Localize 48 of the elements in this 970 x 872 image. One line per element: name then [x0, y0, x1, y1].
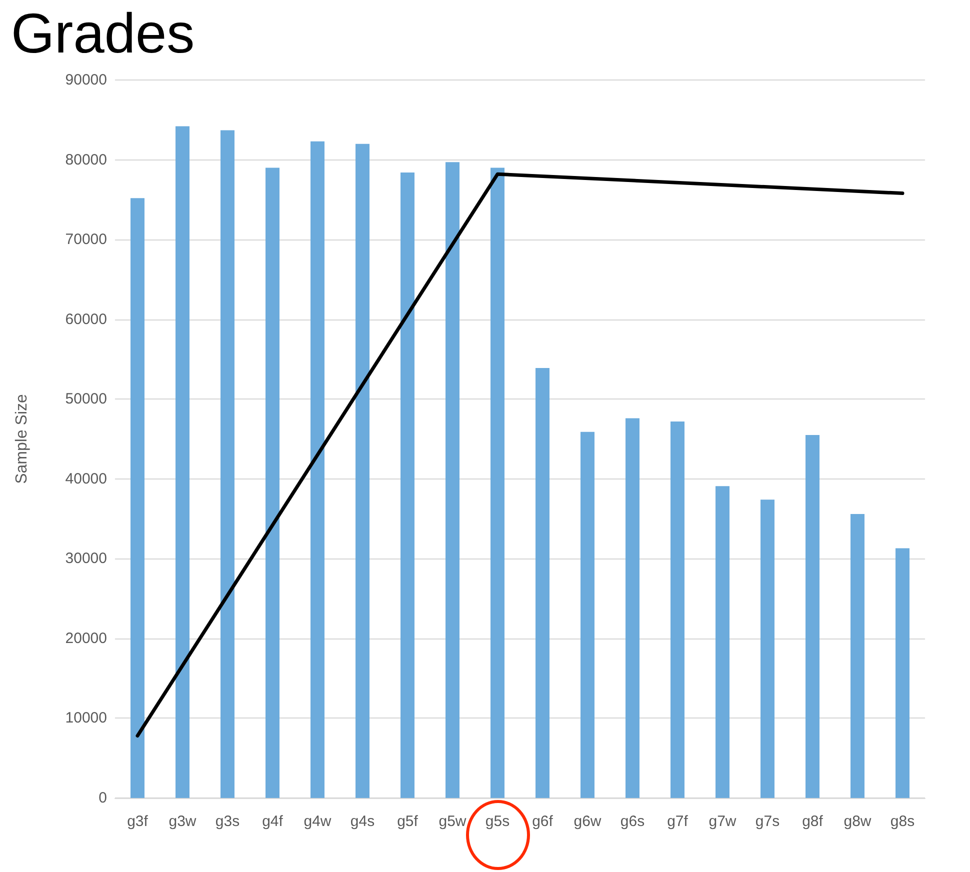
bar: [580, 432, 594, 798]
x-tick-label: g8f: [802, 813, 824, 830]
x-tick-label: g3w: [168, 813, 196, 830]
bar: [356, 144, 370, 798]
bar: [716, 486, 730, 798]
x-tick-label: g8w: [844, 813, 872, 830]
x-tick-label: g8s: [890, 813, 915, 830]
bar: [536, 368, 550, 798]
bar: [400, 172, 414, 798]
y-tick-label: 10000: [65, 710, 107, 727]
x-tick-label: g5w: [438, 813, 466, 830]
x-tick-label: g7w: [708, 813, 736, 830]
x-tick-label: g3s: [215, 813, 240, 830]
bar: [850, 514, 864, 798]
bar: [490, 168, 504, 798]
y-tick-label: 80000: [65, 151, 107, 168]
bar: [626, 418, 640, 798]
y-tick-label: 90000: [65, 72, 107, 88]
bar: [896, 548, 910, 798]
y-tick-label: 60000: [65, 310, 107, 328]
bar: [760, 500, 774, 798]
x-tick-label: g3f: [127, 813, 149, 830]
y-tick-label: 70000: [65, 231, 107, 248]
chart-title: Grades: [11, 2, 195, 64]
y-tick-label: 0: [98, 790, 107, 806]
y-tick-label: 20000: [65, 630, 107, 647]
x-tick-label: g4f: [262, 813, 284, 830]
y-tick-label: 40000: [65, 470, 107, 488]
x-tick-label: g7f: [667, 813, 689, 830]
x-tick-label: g7s: [755, 813, 780, 830]
y-tick-label: 30000: [65, 550, 107, 568]
x-tick-label: g6s: [620, 813, 645, 830]
y-axis-title: Sample Size: [14, 394, 30, 484]
x-tick-label: g4w: [304, 813, 332, 830]
x-tick-label: g6w: [574, 813, 602, 830]
bar: [806, 435, 820, 798]
bar: [266, 168, 280, 798]
x-tick-label: g5s: [485, 813, 510, 830]
x-tick-label: g4s: [350, 813, 375, 830]
bar: [446, 162, 460, 798]
x-tick-label: g6f: [532, 813, 554, 830]
bar: [670, 421, 684, 798]
bar: [130, 198, 144, 798]
bar: [220, 130, 234, 798]
bar: [310, 141, 324, 798]
x-tick-label: g5f: [397, 813, 419, 830]
y-tick-label: 50000: [65, 390, 107, 408]
bar: [176, 126, 190, 798]
